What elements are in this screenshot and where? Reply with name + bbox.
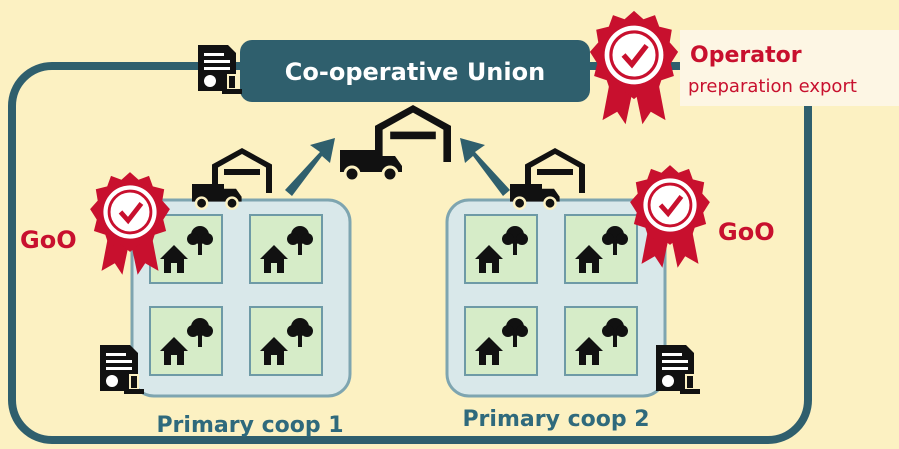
farm-tile: [465, 307, 537, 375]
operator-title: Operator: [690, 43, 802, 68]
goo-label: GoO: [20, 226, 77, 254]
diagram: Co-operative Union Operator preparation …: [0, 0, 899, 449]
certificate-badge: [590, 11, 678, 124]
farm-tile: [565, 215, 637, 283]
document-icon: [198, 45, 242, 94]
goo-label: GoO: [718, 218, 775, 246]
coop-label: Primary coop 1: [156, 413, 343, 438]
farm-tile: [250, 307, 322, 375]
farm-tile: [565, 307, 637, 375]
farm-tile: [150, 307, 222, 375]
farm-tile: [465, 215, 537, 283]
union-title: Co-operative Union: [285, 58, 545, 86]
arrow: [460, 138, 510, 196]
operator-subtitle: preparation export: [688, 76, 857, 97]
document-icon: [656, 345, 700, 394]
warehouse-icon: [375, 105, 451, 162]
coop-label: Primary coop 2: [462, 407, 649, 432]
farm-tile: [250, 215, 322, 283]
arrow: [285, 138, 335, 196]
